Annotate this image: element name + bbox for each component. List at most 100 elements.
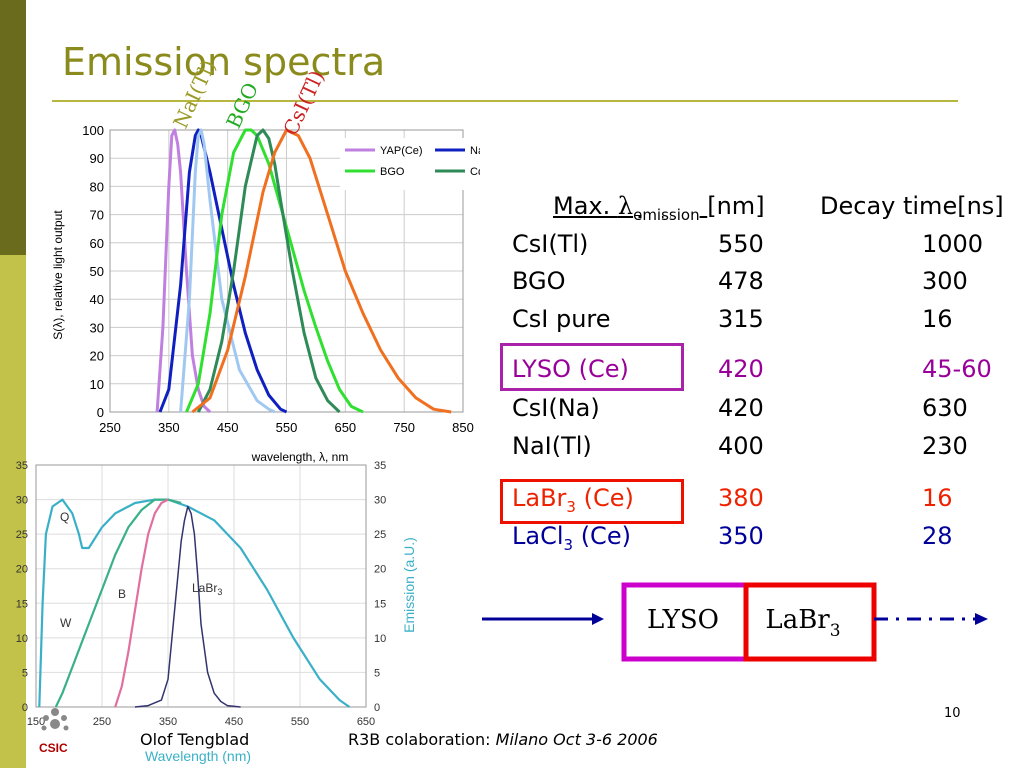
series-line-naitl <box>158 128 288 414</box>
y-tick-label-left: 35 <box>16 460 28 472</box>
x-tick-label: 650 <box>357 716 375 728</box>
y-tick-label: 10 <box>90 377 104 392</box>
y-tick-label-left: 10 <box>16 633 28 645</box>
lyso-highlight-box <box>500 343 684 391</box>
series-line-w <box>54 498 182 708</box>
table-row-name: LaBr3 (Ce) <box>512 484 634 516</box>
page-number: 10 <box>944 706 961 721</box>
x-tick-label: 850 <box>452 420 474 435</box>
labr3-emission-chart: 150 250 350 450 550 650 0 0 5 5 10 10 15 15 20 20 25 25 30… <box>16 460 417 764</box>
x-tick-label: 150 <box>27 716 45 728</box>
y-tick-label: 100 <box>82 123 104 138</box>
table-row-name: LYSO (Ce) <box>512 355 629 383</box>
labr3-label: LaBr3 <box>765 605 840 641</box>
table-header-prefix: Max. <box>553 192 618 220</box>
y-tick-label: 40 <box>90 292 104 307</box>
table-row-decay: 300 <box>922 267 968 295</box>
sidebar-accent-light <box>0 255 26 768</box>
table-header-decay: Decay time[ns] <box>820 192 1004 220</box>
emission-spectra-chart: 250 350 450 550 650 750 850 0 10 20 30 40 50 60 70 80 90… <box>51 123 480 464</box>
table-row-decay: 1000 <box>922 230 984 258</box>
y-tick-label-left: 20 <box>16 564 28 576</box>
legend-entry: YAP(Ce) <box>380 145 423 157</box>
y-tick-label-left: 0 <box>22 702 28 714</box>
x-tick-label: 550 <box>291 716 309 728</box>
x-tick-label: 350 <box>159 716 177 728</box>
y-tick-label-left: 5 <box>22 667 28 679</box>
y-tick-label: 0 <box>97 405 104 420</box>
labr3-highlight-box <box>500 479 684 524</box>
table-row-lambda: 420 <box>718 355 764 383</box>
y-tick-label: 30 <box>90 320 104 335</box>
footer-author: Olof Tengblad <box>140 730 250 749</box>
table-row-name: LaCl3 (Ce) <box>512 522 631 554</box>
x-tick-label: 750 <box>393 420 415 435</box>
table-header: Max. λemission [nm] <box>553 192 765 224</box>
table-row-lambda: 550 <box>718 230 764 258</box>
footer-collaboration: R3B colaboration: Milano Oct 3-6 2006 <box>348 730 658 749</box>
table-row-lambda: 478 <box>718 267 764 295</box>
x-tick-label: 650 <box>334 420 356 435</box>
series-line-csitl <box>191 128 452 414</box>
series-line-labr3 <box>134 505 241 708</box>
x-axis-label: Wavelength (nm) <box>145 748 251 764</box>
y-tick-label: 70 <box>90 208 104 223</box>
series-line-cdwo4 <box>196 128 341 414</box>
table-row-decay: 45-60 <box>922 355 992 383</box>
table-row-decay: 28 <box>922 522 953 550</box>
series-annotation: W <box>60 616 72 630</box>
table-row-name: CsI pure <box>512 305 611 333</box>
table-row-decay: 230 <box>922 432 968 460</box>
x-axis-label: wavelength, λ, nm <box>251 450 349 464</box>
incoming-arrow-head <box>592 613 604 625</box>
x-tick-label: 450 <box>217 420 239 435</box>
title-divider <box>52 100 958 102</box>
y-tick-label-right: 30 <box>374 495 386 507</box>
legend-background <box>340 138 480 190</box>
series-line-yapce <box>155 128 212 414</box>
y-tick-label: 80 <box>90 179 104 194</box>
y-tick-label: 60 <box>90 236 104 251</box>
x-tick-label: 250 <box>93 716 111 728</box>
x-tick-label: 550 <box>276 420 298 435</box>
legend-entry: NaI(Tl) <box>470 145 480 157</box>
table-row-decay: 16 <box>922 484 953 512</box>
table-row-name: NaI(Tl) <box>512 432 592 460</box>
x-tick-label: 250 <box>99 420 121 435</box>
y-tick-label: 50 <box>90 264 104 279</box>
y-tick-label-left: 25 <box>16 529 28 541</box>
labr3-block <box>743 582 877 662</box>
csic-logo: CSIC <box>39 708 69 755</box>
y-tick-label-right: 15 <box>374 598 386 610</box>
lyso-label: LYSO <box>647 605 719 635</box>
table-row-decay: 630 <box>922 394 968 422</box>
x-tick-label: 350 <box>158 420 180 435</box>
y-tick-label: 20 <box>90 349 104 364</box>
y-tick-label-left: 30 <box>16 495 28 507</box>
emission-subscript: emission <box>633 205 700 224</box>
table-row-lambda: 350 <box>718 522 764 550</box>
series-annotation: Q <box>60 510 69 524</box>
table-row-lambda: 315 <box>718 305 764 333</box>
table-row-name: BGO <box>512 267 566 295</box>
table-row-decay: 16 <box>922 305 953 333</box>
table-row-lambda: 380 <box>718 484 764 512</box>
logo-emblem-icon <box>41 708 69 731</box>
y-tick-label-right: 5 <box>374 667 380 679</box>
y-tick-label-right: 25 <box>374 529 386 541</box>
y-tick-label-right: 0 <box>374 702 380 714</box>
x-tick-label: 450 <box>225 716 243 728</box>
table-row-name: CsI(Na) <box>512 394 600 422</box>
y-tick-label-right: 35 <box>374 460 386 472</box>
series-line-bgo <box>185 128 364 414</box>
plot-frame <box>35 464 367 708</box>
y-axis-label: Emission (a.U.) <box>401 537 417 633</box>
y-tick-label: 90 <box>90 151 104 166</box>
y-tick-label-right: 10 <box>374 633 386 645</box>
lyso-labr3-diagram: LYSO LaBr3 <box>482 582 988 662</box>
series-line-bc404 <box>179 128 276 414</box>
lambda-symbol: λ <box>617 192 634 220</box>
table-row-name: CsI(Tl) <box>512 230 589 258</box>
series-line-q <box>38 498 351 708</box>
sidebar-accent-dark <box>0 0 26 255</box>
